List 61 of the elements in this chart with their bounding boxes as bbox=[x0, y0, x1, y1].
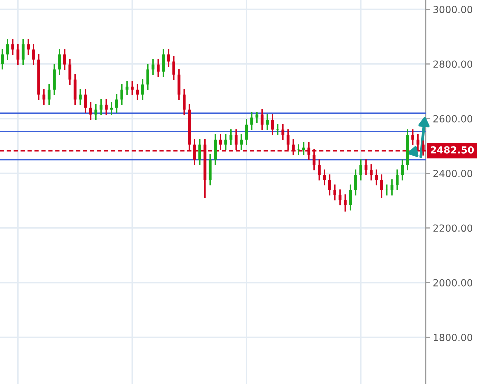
candlestick bbox=[349, 184, 352, 212]
candlestick bbox=[208, 154, 212, 186]
candlestick bbox=[375, 169, 378, 186]
candlestick bbox=[370, 164, 373, 182]
candlestick bbox=[74, 74, 77, 106]
candlestick bbox=[224, 134, 228, 152]
candlestick bbox=[42, 88, 46, 106]
candlestick bbox=[1, 48, 4, 70]
candlestick bbox=[334, 184, 337, 202]
candlestick bbox=[136, 84, 140, 101]
y-tick-label: 2800.00 bbox=[434, 60, 473, 68]
candlestick bbox=[256, 111, 259, 124]
candlestick bbox=[318, 158, 321, 182]
candlestick bbox=[94, 104, 98, 121]
candlestick bbox=[12, 38, 14, 56]
candlestick bbox=[198, 138, 202, 166]
candlestick bbox=[32, 44, 36, 66]
candlestick bbox=[48, 84, 51, 106]
candlestick bbox=[167, 48, 170, 68]
candlestick bbox=[131, 80, 134, 96]
y-tick-label: 3000.00 bbox=[434, 6, 473, 14]
candlestick bbox=[276, 124, 280, 136]
candlestick bbox=[328, 174, 332, 196]
candlestick bbox=[68, 58, 72, 86]
candlestick bbox=[396, 169, 399, 192]
candlestick bbox=[53, 64, 56, 96]
ref-line-label: 2482.50 bbox=[431, 146, 474, 154]
candlestick bbox=[214, 134, 218, 166]
y-tick-label: 2400.00 bbox=[434, 170, 473, 178]
y-tick-label: 2200.00 bbox=[434, 224, 473, 232]
candlestick bbox=[360, 158, 362, 182]
candlestick bbox=[157, 58, 160, 78]
candlestick bbox=[141, 78, 144, 101]
candlestick bbox=[64, 48, 66, 71]
candlestick bbox=[89, 102, 92, 121]
candlestick bbox=[105, 98, 108, 116]
candlestick bbox=[260, 108, 264, 132]
candlestick bbox=[302, 142, 306, 156]
candlestick bbox=[282, 124, 285, 142]
candlestick bbox=[27, 38, 30, 56]
candlestick bbox=[110, 102, 114, 116]
candlestick bbox=[16, 44, 20, 66]
candlestick bbox=[79, 88, 82, 106]
candlestick bbox=[250, 112, 254, 132]
candlestick bbox=[266, 114, 269, 132]
candlestick bbox=[146, 64, 150, 91]
candlestick bbox=[240, 134, 243, 152]
candlestick bbox=[401, 158, 404, 182]
candlestick bbox=[380, 174, 384, 199]
y-tick-label: 1800.00 bbox=[434, 334, 473, 342]
candlestick bbox=[115, 94, 118, 114]
candlestick bbox=[183, 88, 186, 116]
y-tick-label: 2600.00 bbox=[434, 115, 473, 123]
y-tick-label: 2000.00 bbox=[434, 279, 473, 287]
candlestick bbox=[172, 56, 176, 82]
candlestick bbox=[344, 194, 347, 213]
candlestick bbox=[162, 48, 166, 78]
candlestick bbox=[22, 38, 25, 66]
candlestick bbox=[354, 169, 358, 196]
candlestick bbox=[120, 84, 124, 106]
candlestick bbox=[412, 128, 414, 146]
